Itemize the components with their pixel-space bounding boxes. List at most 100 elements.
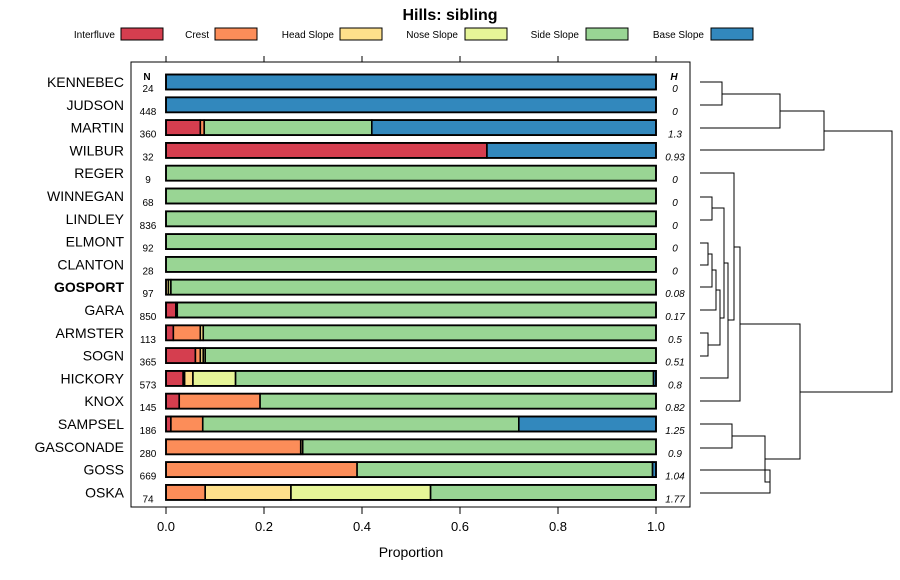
dendrogram-link (700, 253, 713, 288)
chart-title: Hills: sibling (402, 7, 497, 24)
bar-outline (165, 278, 657, 296)
dendrogram-link (700, 469, 771, 494)
bar-segment-side-slope (165, 164, 657, 182)
bar-row-armster (165, 324, 657, 342)
category-label: SOGN (83, 348, 124, 364)
legend-swatch (120, 27, 164, 41)
bar-segment-side-slope (234, 370, 655, 387)
x-tick-label: 1.0 (647, 519, 665, 534)
h-label: 1.25 (665, 426, 685, 437)
category-label: LINDLEY (66, 211, 125, 227)
count-label: 573 (140, 380, 157, 391)
legend-label: Interfluve (74, 30, 116, 41)
bar-segment-side-slope (201, 415, 520, 433)
bar-segment-crest (170, 415, 204, 433)
bar-outline (165, 141, 657, 159)
count-label: 28 (142, 266, 154, 277)
category-labels: KENNEBEC JUDSON MARTIN WILBUR REGER WINNEGAN L… (35, 74, 125, 500)
dendrogram-link (732, 435, 770, 483)
h-label: 0.8 (668, 380, 682, 391)
dendrogram-link (700, 81, 723, 106)
count-label: 74 (142, 494, 154, 505)
legend-label: Crest (185, 30, 209, 41)
count-label: 669 (140, 472, 157, 483)
x-axis-label: Proportion (379, 544, 444, 560)
bar-row-martin (165, 119, 657, 136)
h-label: 0 (672, 266, 678, 277)
legend-item-crest: Crest (185, 27, 258, 41)
count-label: 32 (142, 152, 154, 163)
legend-item-nose-slope: Nose Slope (406, 27, 508, 41)
bar-segment-side-slope (202, 324, 657, 342)
bar-segment-side-slope (356, 461, 654, 478)
bar-segment-crest (165, 484, 207, 501)
count-label: 145 (140, 403, 157, 414)
dendrogram-link (700, 196, 713, 221)
bar-segment-side-slope (259, 392, 657, 410)
bar-segment-side-slope (301, 438, 657, 456)
dendrogram-link (740, 323, 801, 460)
bar-outline (165, 347, 657, 365)
x-tick-label: 0.8 (549, 519, 567, 534)
count-label: 113 (140, 335, 156, 346)
bar-outline (165, 119, 657, 136)
dendrogram-link (708, 289, 721, 346)
dendrogram-link (700, 93, 781, 129)
dendrogram-link (700, 269, 717, 311)
legend-swatch (585, 27, 629, 41)
x-tick-label: 0.4 (353, 519, 371, 534)
category-label: WILBUR (70, 142, 124, 158)
bar-outline (165, 301, 657, 319)
bar-outline (165, 461, 657, 479)
bar-outline (165, 369, 657, 387)
dendrogram-link (800, 130, 893, 393)
dendrogram-link (712, 207, 725, 319)
legend-swatch (464, 27, 508, 41)
bar-segment-base-slope (165, 73, 657, 91)
legend: Interfluve Crest Head Slope Nose Slope Side … (74, 27, 754, 41)
h-label: 0 (672, 244, 678, 255)
bar-segment-interfluve (165, 142, 488, 159)
bar-segment-crest (178, 392, 261, 410)
legend-swatch (710, 27, 754, 41)
category-label: WINNEGAN (47, 188, 124, 204)
h-label: 0.93 (665, 152, 685, 163)
legend-label: Head Slope (282, 30, 335, 41)
bar-row-wilbur (165, 141, 657, 159)
bar-row-gasconade (165, 438, 657, 456)
bar-segment-base-slope (517, 415, 657, 433)
bar-segment-side-slope (204, 347, 657, 364)
bar-segment-crest (165, 461, 358, 478)
count-header: N (143, 72, 150, 83)
h-label: 0.5 (668, 335, 682, 346)
bar-segment-side-slope (165, 256, 657, 273)
category-label: JUDSON (66, 97, 124, 113)
h-label: 0.17 (665, 312, 685, 323)
category-label: MARTIN (71, 120, 124, 136)
plot-frame (130, 61, 691, 508)
category-label: GOSPORT (54, 279, 124, 295)
bar-segment-interfluve (165, 347, 197, 364)
count-label: 836 (140, 221, 157, 232)
h-label: 0 (672, 84, 678, 95)
dendrogram-link (700, 242, 709, 266)
bar-row-judson (165, 96, 657, 114)
category-label: REGER (74, 165, 124, 181)
bar-segment-head-slope (183, 370, 194, 387)
dendrogram-link (700, 110, 825, 151)
bar-outline (165, 392, 657, 410)
bar-row-goss (165, 461, 657, 479)
category-label: ARMSTER (56, 325, 124, 341)
dendrogram-link (700, 423, 733, 449)
h-label: 1.77 (665, 494, 685, 505)
bar-row-kennebec (165, 73, 657, 91)
count-label: 68 (142, 198, 154, 209)
bar-segment-side-slope (165, 187, 657, 205)
bar-segment-side-slope (165, 210, 657, 228)
legend-swatch (339, 27, 383, 41)
bar-segment-nose-slope (290, 484, 432, 501)
bar-segment-base-slope (370, 119, 657, 136)
bar-segment-head-slope (204, 484, 292, 501)
category-label: HICKORY (60, 370, 124, 386)
